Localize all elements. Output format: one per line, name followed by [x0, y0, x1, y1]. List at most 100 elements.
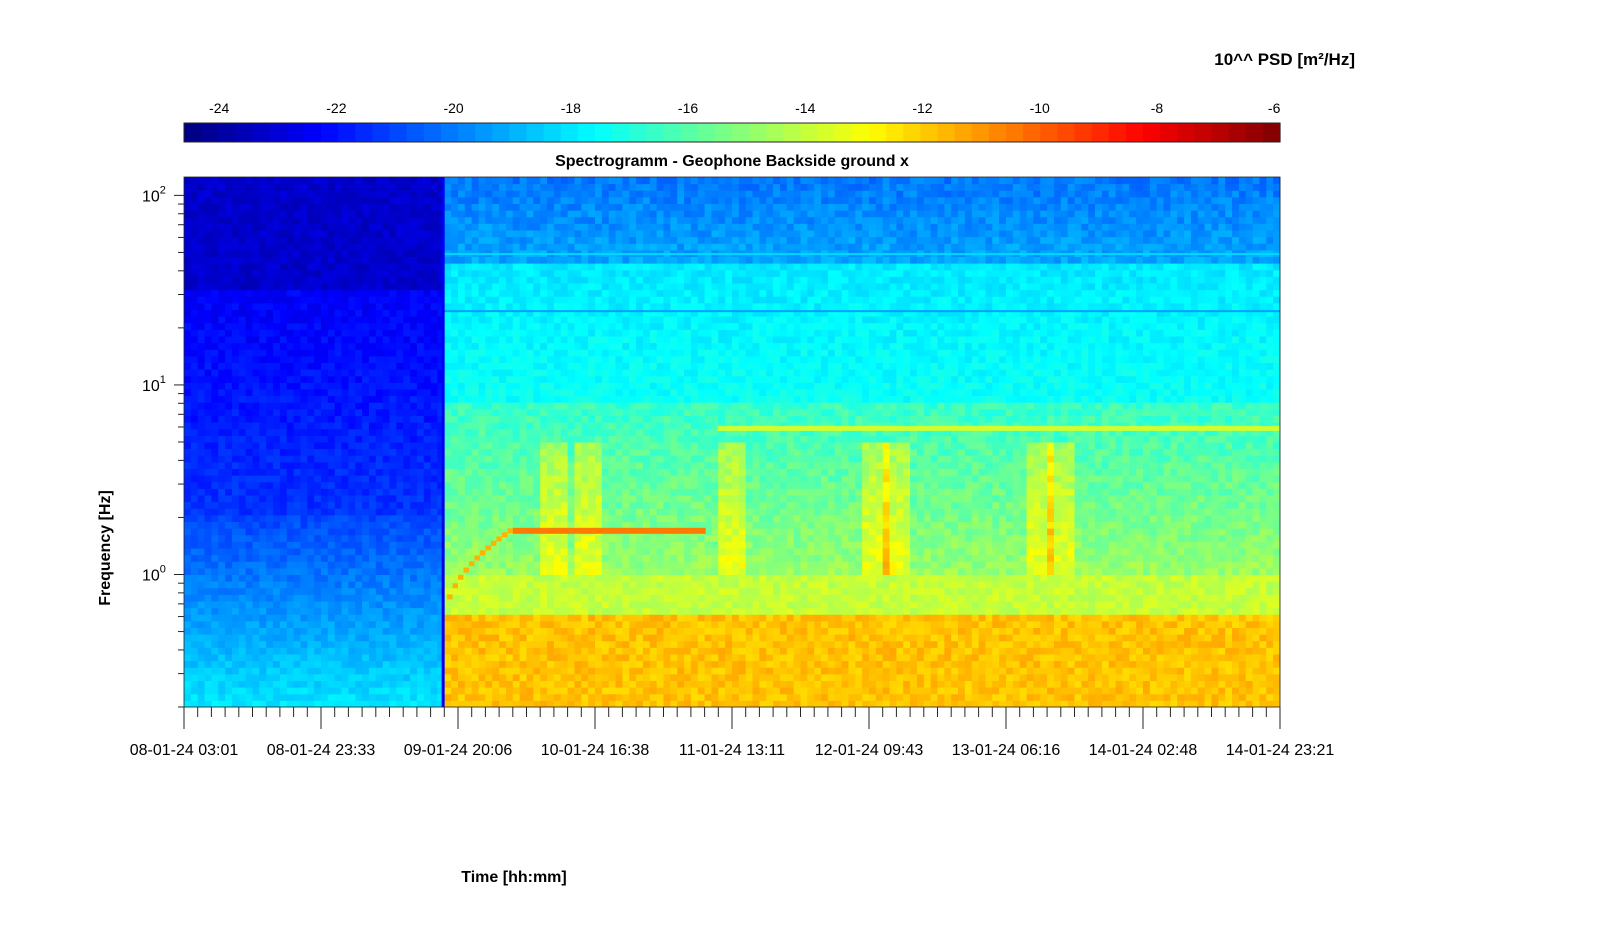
spectrogram-cell	[314, 256, 322, 264]
colorbar-segment	[783, 123, 802, 142]
spectrogram-cell	[567, 355, 575, 364]
spectrogram-cell	[300, 216, 308, 224]
spectrogram-cell	[293, 481, 301, 489]
spectrogram-cell	[307, 329, 315, 337]
spectrogram-cell	[197, 355, 206, 364]
spectrogram-cell	[416, 263, 425, 271]
spectrogram-cell	[499, 534, 507, 542]
spectrogram-cell	[423, 495, 432, 503]
spectrogram-cell	[499, 415, 507, 423]
spectrogram-cell	[266, 620, 274, 629]
spectrogram-cell	[588, 203, 596, 211]
spectrogram-cell	[574, 375, 582, 383]
spectrogram-cell	[464, 680, 473, 688]
spectrogram-cell	[334, 402, 343, 410]
spectrogram-cell	[430, 276, 438, 284]
spectrogram-cell	[314, 230, 322, 238]
spectrogram-cell	[547, 395, 555, 403]
spectrogram-cell	[560, 243, 569, 251]
spectrogram-cell	[197, 428, 206, 436]
spectrogram-cell	[321, 528, 329, 536]
spectrogram-cell	[259, 508, 267, 516]
spectrogram-cell	[416, 461, 425, 470]
spectrogram-cell	[560, 442, 569, 450]
spectrogram-cell	[560, 428, 569, 436]
spectrogram-cell	[218, 428, 226, 436]
spectrogram-cell	[403, 461, 411, 470]
spectrogram-cell	[595, 336, 603, 344]
spectrogram-cell	[396, 667, 404, 675]
spectrogram-cell	[314, 276, 322, 284]
spectrogram-cell	[307, 342, 315, 350]
spectrogram-cell	[273, 620, 281, 629]
spectrogram-cell	[553, 581, 562, 589]
spectrogram-cell	[204, 554, 212, 562]
spectrogram-cell	[273, 587, 281, 595]
spectrogram-cell	[588, 263, 596, 271]
spectrogram-cell	[389, 693, 397, 701]
spectrogram-cell	[574, 395, 582, 403]
spectrogram-cell	[567, 680, 575, 688]
spectrogram-cell	[574, 581, 582, 589]
spectrogram-cell	[334, 587, 343, 595]
spectrogram-cell	[245, 243, 253, 251]
spectrogram-cell	[485, 243, 493, 251]
spectrogram-cell	[540, 269, 548, 277]
spectrogram-cell	[259, 269, 267, 277]
spectrogram-cell	[464, 700, 473, 708]
spectrogram-cell	[348, 521, 356, 529]
spectrogram-cell	[430, 554, 438, 562]
spectrogram-cell	[410, 634, 418, 642]
spectrogram-cell	[211, 481, 219, 489]
spectrogram-cell	[567, 514, 575, 523]
spectrogram-cell	[485, 415, 493, 423]
spectrogram-cell	[321, 667, 329, 675]
spectrogram-cell	[211, 355, 219, 364]
spectrogram-cell	[334, 236, 343, 244]
spectrogram-cell	[300, 634, 308, 642]
spectrogram-cell	[314, 190, 322, 198]
spectrogram-cell	[190, 296, 199, 304]
spectrogram-cell	[300, 223, 308, 231]
spectrogram-cell	[197, 342, 206, 350]
spectrogram-cell	[252, 534, 260, 542]
spectrogram-cell	[526, 508, 534, 516]
spectrogram-cell	[464, 196, 473, 205]
spectrogram-cell	[423, 395, 432, 403]
spectrogram-cell	[519, 402, 527, 410]
spectrogram-cell	[273, 673, 281, 682]
spectrogram-cell	[403, 382, 411, 390]
spectrogram-cell	[279, 276, 288, 284]
spectrogram-cell	[410, 442, 418, 450]
spectrogram-cell	[574, 283, 582, 291]
spectrogram-cell	[389, 448, 397, 456]
spectrogram-cell	[327, 442, 336, 450]
spectrogram-cell	[471, 468, 480, 476]
spectrogram-cell	[218, 620, 226, 629]
spectrogram-cell	[368, 395, 377, 403]
spectrogram-cell	[334, 263, 343, 271]
spectrogram-cell	[334, 216, 343, 224]
spectrogram-cell	[560, 196, 569, 205]
spectrogram-cell	[204, 223, 212, 231]
spectrogram-cell	[396, 428, 404, 436]
spectrogram-cell	[197, 375, 206, 383]
colorbar-segment	[286, 123, 305, 142]
spectrogram-cell	[300, 461, 308, 470]
spectrogram-cell	[238, 276, 247, 284]
spectrogram-cell	[410, 316, 418, 324]
spectrogram-cell	[567, 508, 575, 516]
spectrogram-cell	[471, 587, 480, 595]
spectrogram-cell	[389, 647, 397, 655]
spectrogram-cell	[410, 196, 418, 205]
spectrogram-cell	[519, 415, 527, 423]
spectrogram-cell	[348, 660, 356, 668]
spectrogram-cell	[362, 428, 370, 436]
spectrogram-cell	[184, 177, 192, 185]
spectrogram-cell	[403, 408, 411, 417]
spectrogram-cell	[184, 230, 192, 238]
spectrogram-cell	[519, 230, 527, 238]
spectrogram-cell	[410, 302, 418, 311]
spectrogram-cell	[396, 263, 404, 271]
spectrogram-cell	[300, 283, 308, 291]
